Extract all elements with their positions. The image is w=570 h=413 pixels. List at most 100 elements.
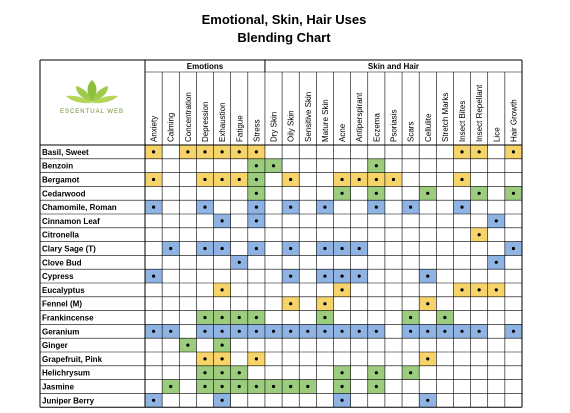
column-header: Insect Bites [458,101,467,142]
column-header: Calming [167,113,176,142]
dot [237,177,241,182]
row-label: Cypress [42,272,74,281]
dot [409,329,413,333]
dot [323,302,327,306]
dot [220,329,224,333]
dot [460,205,464,209]
dot [254,315,258,320]
dot [289,274,293,278]
dot [323,329,327,333]
dot [460,177,464,182]
dot [477,191,481,195]
dot [151,177,156,182]
dot [151,398,156,402]
row-label: Ginger [42,341,68,350]
dot [237,260,241,264]
logo-text: ESCENTUAL WEB [60,109,124,115]
dot [169,329,173,333]
column-header: Psoriasis [389,110,398,142]
row-label: Bergamot [42,176,80,185]
column-header: Anxiety [150,116,159,142]
row-label: Basil, Sweet [42,148,89,157]
dot [306,329,310,333]
dot [443,315,447,320]
dot [220,246,224,251]
dot [306,384,310,389]
dot [237,315,241,320]
dot [409,371,413,375]
dot [254,329,258,333]
row-label: Helichrysum [42,369,90,378]
dot [323,315,327,320]
dot [357,329,361,333]
dot [237,329,241,333]
dot [391,177,396,182]
row-label: Geranium [42,327,79,336]
row-label: Citronella [42,231,79,240]
dot [511,246,516,251]
dot [254,384,258,389]
dot [374,329,378,333]
title: Emotional, Skin, Hair Uses [202,12,367,27]
dot [220,398,224,402]
column-header: Scars [407,122,416,142]
column-header: Eczema [372,113,381,142]
dot [254,219,258,223]
column-header: Cellulite [424,113,433,142]
column-header: Exhaustion [218,102,227,142]
dot [203,384,207,389]
dot [340,246,344,251]
column-header: Dry Skin [270,112,279,142]
dot [254,164,258,168]
dot [374,205,378,209]
dot [203,205,207,209]
column-header: Insect Repellant [475,84,484,142]
dot [186,150,190,154]
dot [511,329,516,333]
dot [220,384,224,389]
dot [340,288,344,292]
dot [237,150,241,154]
dot [254,205,258,209]
dot [477,288,481,292]
row-label: Fennel (M) [42,300,82,309]
dot [254,357,258,361]
dot [374,164,378,168]
dot [169,246,173,251]
dot [460,288,464,292]
row-label: Benzoin [42,162,73,171]
dot [289,246,293,251]
row-label: Cedarwood [42,189,86,198]
group-header: Emotions [187,62,224,71]
dot [271,164,276,168]
dot [169,384,173,389]
row-label: Frankincense [42,314,94,323]
dot [340,191,344,195]
dot [254,191,258,195]
dot [203,357,207,361]
dot [374,371,378,375]
dot [357,177,361,182]
row-label: Chamomile, Roman [42,203,117,212]
dot [477,150,481,154]
column-header: Depression [201,102,210,142]
column-header: Concentration [184,92,193,142]
dot [426,398,430,402]
dot [220,371,224,375]
row-label: Jasmine [42,383,75,392]
row-label: Cinnamon Leaf [42,217,100,226]
dot [494,288,498,292]
dot [254,246,258,251]
dot [323,246,327,251]
dot [460,329,464,333]
dot [340,384,344,389]
dot [220,219,224,223]
row-label: Juniper Berry [42,396,95,405]
dot [374,177,378,182]
dot [203,177,207,182]
dot [220,150,224,154]
dot [203,150,207,154]
dot [151,329,156,333]
dot [203,246,207,251]
logo [66,80,118,104]
